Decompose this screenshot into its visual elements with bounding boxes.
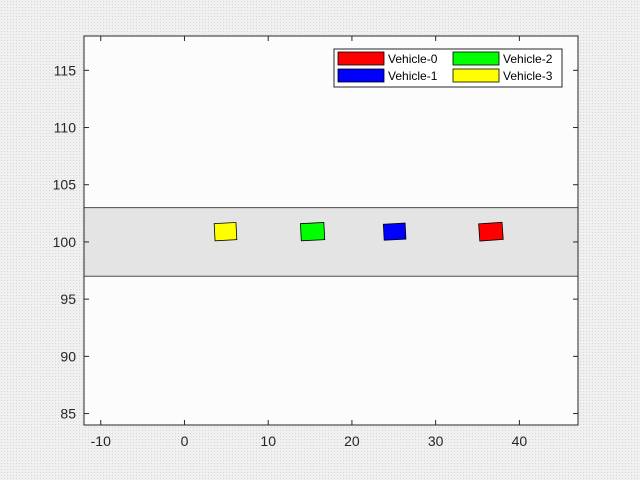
y-tick-label: 90 — [60, 348, 76, 364]
vehicle-2-marker — [300, 222, 326, 242]
legend-swatch-2 — [452, 51, 500, 66]
x-tick-label: 20 — [344, 433, 360, 449]
legend-label-1: Vehicle-1 — [388, 69, 438, 83]
vehicle-1-marker — [382, 222, 407, 241]
x-tick-label: 0 — [181, 433, 189, 449]
road-layer — [84, 207, 578, 277]
legend-label-3: Vehicle-3 — [503, 69, 553, 83]
y-tick-label: 105 — [53, 177, 77, 193]
legend-swatch-3 — [452, 68, 500, 83]
y-tick-label: 95 — [60, 291, 76, 307]
plot-frame — [83, 35, 579, 426]
y-tick-label: 110 — [54, 120, 77, 136]
y-tick-label: 85 — [60, 406, 76, 422]
legend-swatch-1 — [337, 68, 385, 83]
legend-item[interactable]: Vehicle-1 — [337, 68, 438, 83]
legend-swatch-0 — [337, 51, 385, 66]
y-axis-ticks: 85 90 95 100 105 110 115 — [53, 62, 578, 422]
vehicle-layer — [213, 221, 504, 242]
x-tick-label: 40 — [512, 433, 528, 449]
road-band — [84, 207, 578, 277]
vehicle-3-marker — [213, 222, 238, 242]
plot-axes: -10 0 10 20 30 40 85 90 95 100 105 110 115 — [53, 35, 579, 449]
legend-item[interactable]: Vehicle-3 — [452, 68, 553, 83]
legend[interactable]: Vehicle-0 Vehicle-1 Vehicle-2 Vehicle-3 — [333, 48, 563, 88]
legend-item[interactable]: Vehicle-2 — [452, 51, 553, 66]
x-tick-label: 30 — [428, 433, 444, 449]
x-tick-label: 10 — [260, 433, 276, 449]
y-tick-label: 100 — [53, 234, 77, 250]
legend-item[interactable]: Vehicle-0 — [337, 51, 438, 66]
legend-label-2: Vehicle-2 — [503, 52, 553, 66]
x-axis-ticks: -10 0 10 20 30 40 — [91, 36, 528, 449]
legend-label-0: Vehicle-0 — [388, 52, 438, 66]
vehicle-0-marker — [478, 221, 504, 242]
x-tick-label: -10 — [91, 433, 111, 449]
y-tick-label: 115 — [54, 62, 77, 78]
